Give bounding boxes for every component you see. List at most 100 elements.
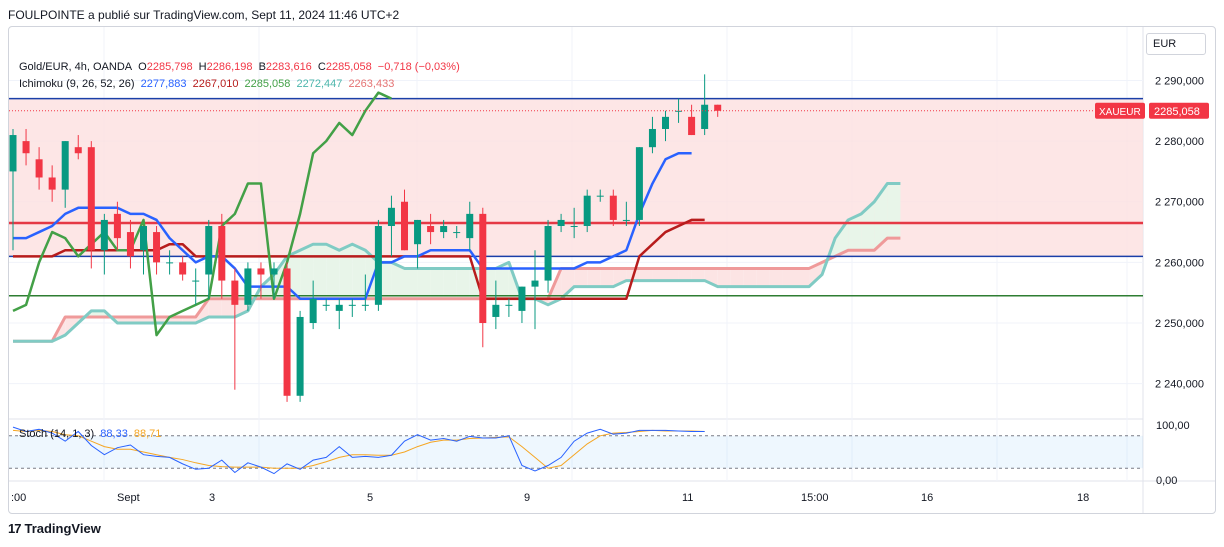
candle-body xyxy=(374,226,382,305)
candle-body xyxy=(688,116,696,136)
chart-canvas[interactable]: 2 290,000 2 280,000 2 270,000 2 260,000 2 25… xyxy=(9,27,1215,513)
ichimoku-cloud-segment xyxy=(587,268,601,287)
candle-body xyxy=(662,116,669,129)
candle-body xyxy=(22,141,30,154)
ichimoku-cloud-segment xyxy=(495,262,509,299)
price-tick-label: 2 280,000 xyxy=(1155,136,1204,148)
last-price-tag xyxy=(1149,102,1209,119)
time-tick-label: 16 xyxy=(921,492,933,504)
currency-button[interactable]: EUR xyxy=(1146,33,1206,55)
change-value: −0,718 (−0,03%) xyxy=(377,61,460,73)
stoch-band xyxy=(9,435,1143,469)
candle-body xyxy=(492,304,500,317)
price-tick-label: 2 260,000 xyxy=(1155,257,1204,269)
close-value: C2285,058 xyxy=(317,61,372,73)
ichimoku-cloud-segment xyxy=(417,268,431,299)
candle-body xyxy=(153,232,161,263)
candle-body xyxy=(531,280,539,287)
ichimoku-cloud-segment xyxy=(208,298,222,317)
tenkan-value: 2277,883 xyxy=(140,78,187,90)
ichimoku-cloud-segment xyxy=(678,268,692,281)
span-b-value: 2263,433 xyxy=(348,78,395,90)
time-tick-label: Sept xyxy=(117,492,140,504)
candle-body xyxy=(414,219,422,245)
time-tick-label: 3 xyxy=(209,492,215,504)
ichimoku-cloud-segment xyxy=(117,316,131,324)
symbol-tag xyxy=(1095,102,1145,119)
ichimoku-cloud-segment xyxy=(652,268,666,281)
time-tick-label: :00 xyxy=(11,492,26,504)
ichimoku-cloud-segment xyxy=(456,268,470,299)
ichimoku-cloud-segment xyxy=(717,268,731,287)
candle-body xyxy=(231,280,239,305)
ichimoku-cloud-segment xyxy=(561,268,575,299)
price-tick-label: 2 270,000 xyxy=(1155,197,1204,209)
time-tick-label: 11 xyxy=(682,492,693,504)
candle-body xyxy=(544,226,552,281)
ichimoku-cloud-segment xyxy=(339,244,353,299)
ichimoku-cloud-segment xyxy=(169,316,183,324)
candle-body xyxy=(113,213,121,239)
ichimoku-cloud-segment xyxy=(730,268,744,287)
candle-body xyxy=(427,226,435,233)
candle-body xyxy=(348,304,356,306)
ichimoku-cloud-segment xyxy=(600,268,614,287)
ichimoku-legend: Ichimoku (9, 26, 52, 26) 2277,883 2267,0… xyxy=(19,78,397,90)
candle-body xyxy=(48,177,56,190)
candle-body xyxy=(296,316,304,396)
stoch-d-value: 88,71 xyxy=(133,428,162,440)
candle-body xyxy=(401,201,408,251)
candle-body xyxy=(283,268,291,396)
ichimoku-cloud-segment xyxy=(665,268,679,281)
candle-body xyxy=(648,128,656,148)
candle-body xyxy=(361,304,369,306)
candle-body xyxy=(583,195,591,226)
candle-body xyxy=(387,207,395,226)
ichimoku-label[interactable]: Ichimoku (9, 26, 52, 26) xyxy=(19,78,135,90)
senkou-span-b-line xyxy=(13,236,901,343)
candle-body xyxy=(87,147,95,251)
candle-body xyxy=(270,268,278,275)
stoch-tick-label: 0,00 xyxy=(1156,475,1177,487)
chikou-value: 2285,058 xyxy=(244,78,291,90)
price-tick-label: 2 250,000 xyxy=(1155,318,1204,330)
stoch-k-line xyxy=(12,426,705,475)
ichimoku-cloud-segment xyxy=(756,268,770,287)
symbol-title[interactable]: Gold/EUR, 4h, OANDA xyxy=(19,61,133,73)
candle-body xyxy=(701,104,709,129)
candle-body xyxy=(440,226,448,233)
senkou-span-a-line xyxy=(13,182,901,343)
ichimoku-cloud-segment xyxy=(691,268,705,281)
candle-body xyxy=(179,262,187,275)
low-value: B2283,616 xyxy=(258,61,312,73)
ichimoku-cloud-segment xyxy=(300,244,314,299)
ichimoku-cloud-segment xyxy=(430,268,444,299)
ichimoku-cloud-segment xyxy=(313,244,327,299)
candle-body xyxy=(479,213,487,324)
ichimoku-cloud-segment xyxy=(404,268,418,299)
stoch-label[interactable]: Stoch (14, 1, 3) xyxy=(19,428,95,440)
brand-name: TradingView xyxy=(24,521,101,536)
ichimoku-cloud-segment xyxy=(782,268,796,287)
candle-body xyxy=(244,268,252,305)
candle-body xyxy=(61,141,69,190)
candle-body xyxy=(635,147,643,220)
symbol-tag-text: XAUEUR xyxy=(1099,107,1141,118)
resistance-zone xyxy=(9,98,1143,257)
candle-body xyxy=(218,226,226,281)
candle-body xyxy=(166,262,174,264)
chart-panel[interactable]: 2 290,000 2 280,000 2 270,000 2 260,000 2 25… xyxy=(8,26,1216,514)
price-tick-label: 2 240,000 xyxy=(1155,379,1204,391)
ichimoku-cloud-segment xyxy=(874,183,888,251)
candle-body xyxy=(453,232,461,234)
candle-body xyxy=(505,304,513,306)
ichimoku-cloud-segment xyxy=(143,316,157,324)
candle-body xyxy=(9,135,17,172)
stoch-tick-label: 100,00 xyxy=(1156,420,1190,432)
candle-body xyxy=(35,159,43,178)
symbol-legend: Gold/EUR, 4h, OANDA O2285,798 H2286,198 … xyxy=(19,61,463,73)
candle-body xyxy=(322,304,330,306)
candle-body xyxy=(257,268,265,275)
candle-body xyxy=(518,286,526,311)
candle-body xyxy=(126,232,134,257)
